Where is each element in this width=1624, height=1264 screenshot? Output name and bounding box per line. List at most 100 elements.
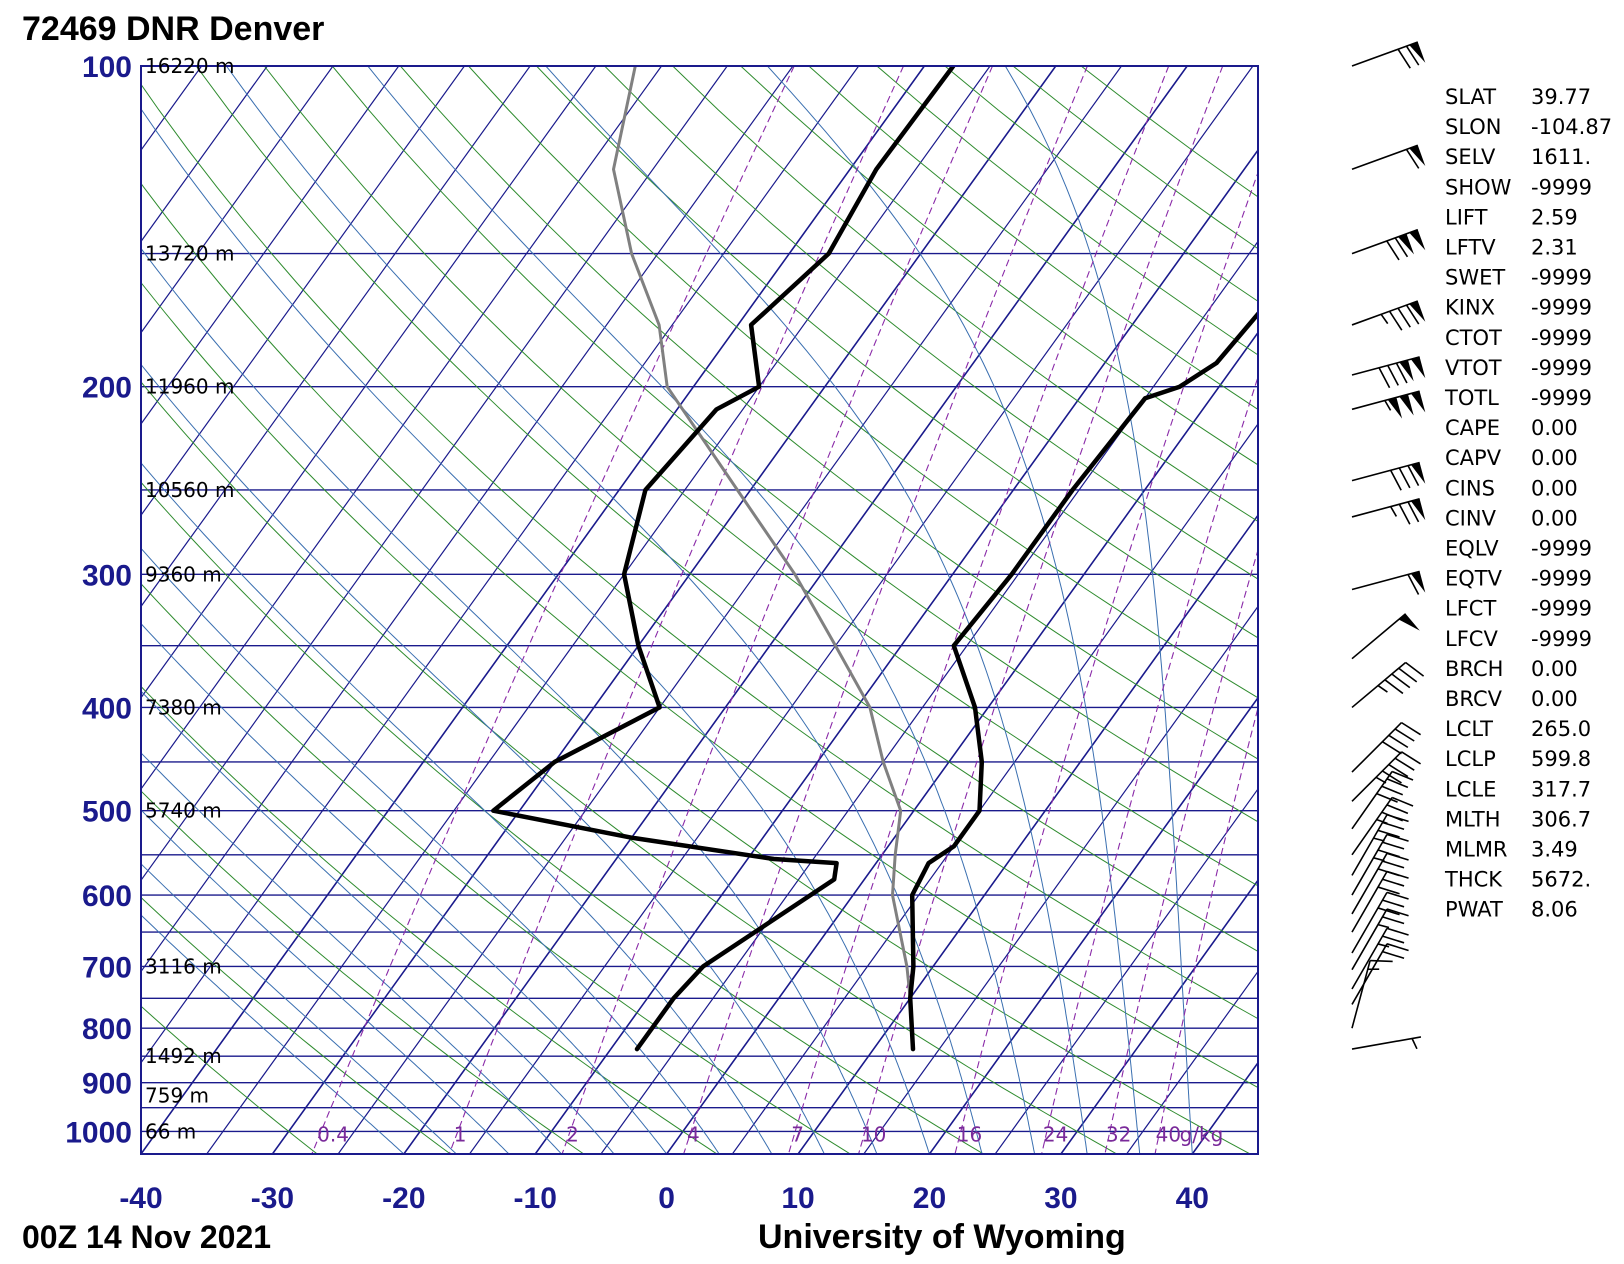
pressure-tick-label: 1000 bbox=[65, 1116, 132, 1149]
isotherm-line bbox=[141, 66, 465, 517]
wind-barb bbox=[1351, 927, 1409, 990]
wind-barb bbox=[1351, 908, 1409, 971]
wind-barb-staff bbox=[1351, 891, 1388, 954]
temperature-tick-label: -40 bbox=[119, 1182, 162, 1215]
wind-barb-flag bbox=[1388, 734, 1409, 749]
wind-barb-flag bbox=[1382, 899, 1405, 908]
wind-barb bbox=[1351, 770, 1414, 830]
index-value: 39.77 bbox=[1531, 85, 1591, 109]
wind-barb-flag bbox=[1386, 833, 1409, 842]
wind-barb bbox=[1351, 461, 1426, 491]
height-label: 10560 m bbox=[145, 478, 234, 502]
wind-barb-staff bbox=[1351, 908, 1388, 971]
isotherm-line bbox=[731, 422, 1258, 1154]
index-value: 2.59 bbox=[1531, 205, 1578, 229]
mixing-ratio-label: 32 bbox=[1106, 1122, 1131, 1146]
index-key: LFCV bbox=[1445, 627, 1498, 651]
wind-barb-pennant bbox=[1387, 397, 1403, 419]
index-key: LIFT bbox=[1445, 205, 1488, 229]
mixing-ratio-line bbox=[448, 66, 905, 1154]
wind-barb-flag bbox=[1391, 796, 1414, 807]
moist-adiabat bbox=[141, 108, 930, 1154]
moist-adiabat bbox=[141, 547, 720, 1154]
dry-adiabat bbox=[400, 66, 1258, 760]
mixing-ratio-label: g/kg bbox=[1180, 1122, 1224, 1146]
index-value: 0.00 bbox=[1531, 416, 1578, 440]
wind-barb-staff bbox=[1351, 356, 1420, 376]
mixing-ratio-line bbox=[858, 66, 1224, 1154]
isotherm-line bbox=[141, 66, 400, 425]
moist-adiabat bbox=[141, 809, 510, 1154]
wind-barb-pennant bbox=[1410, 391, 1426, 413]
moist-adiabat bbox=[141, 690, 615, 1154]
wind-barb-staff bbox=[1351, 771, 1393, 830]
index-value: -104.87 bbox=[1531, 115, 1612, 139]
mixing-ratio-label: 1 bbox=[454, 1122, 467, 1146]
wind-barb-flag bbox=[1382, 950, 1405, 960]
dry-adiabat bbox=[141, 896, 451, 1154]
isotherm-line bbox=[928, 696, 1258, 1154]
pressure-tick-label: 300 bbox=[82, 559, 132, 592]
wind-barb-flag bbox=[1407, 501, 1420, 523]
wind-barb-flag bbox=[1386, 852, 1409, 861]
index-key: VTOT bbox=[1445, 356, 1502, 380]
wind-barb-flag bbox=[1378, 367, 1391, 389]
wind-barb-half-flag bbox=[1411, 1038, 1418, 1050]
wind-barb-flag bbox=[1381, 770, 1402, 784]
isotherm-line bbox=[141, 66, 728, 882]
index-key: CAPE bbox=[1445, 416, 1500, 440]
wind-barb-flag bbox=[1370, 959, 1393, 963]
index-key: BRCV bbox=[1445, 687, 1503, 711]
index-key: CINV bbox=[1445, 506, 1497, 530]
dry-adiabat bbox=[141, 281, 1251, 1154]
index-key: SELV bbox=[1445, 145, 1496, 169]
index-value: -9999 bbox=[1531, 537, 1592, 561]
wind-barb-flag bbox=[1397, 307, 1411, 328]
temperature-tick-label: -30 bbox=[251, 1182, 294, 1215]
wind-barb-pennant bbox=[1410, 498, 1426, 521]
height-label: 9360 m bbox=[145, 562, 222, 586]
wind-barb bbox=[1351, 721, 1422, 773]
credit-label: University of Wyoming bbox=[758, 1218, 1126, 1256]
wind-barb-staff bbox=[1351, 814, 1388, 876]
index-key: MLTH bbox=[1445, 807, 1501, 831]
index-value: -9999 bbox=[1531, 326, 1592, 350]
wind-barb-flag bbox=[1382, 860, 1405, 869]
dry-adiabat bbox=[331, 66, 1258, 823]
wind-barb bbox=[1351, 1036, 1422, 1050]
wind-barb-pennant bbox=[1409, 42, 1426, 63]
pressure-tick-label: 500 bbox=[82, 796, 132, 829]
height-label: 11960 m bbox=[145, 375, 234, 399]
wind-barb-flag bbox=[1377, 907, 1400, 916]
isotherm-line bbox=[271, 66, 1057, 1154]
height-label: 66 m bbox=[145, 1119, 196, 1143]
index-value: 0.00 bbox=[1531, 506, 1578, 530]
wind-barb-half-flag bbox=[1377, 923, 1390, 929]
wind-barb-flag bbox=[1381, 785, 1404, 796]
dry-adiabat bbox=[141, 83, 1258, 1020]
isotherm-line bbox=[141, 66, 794, 973]
wind-barb-staff bbox=[1351, 751, 1403, 802]
index-key: SWET bbox=[1445, 266, 1505, 290]
moist-adiabat bbox=[767, 66, 1141, 1154]
wind-barb-half-flag bbox=[1377, 943, 1390, 948]
temperature-tick-label: -10 bbox=[514, 1182, 557, 1215]
temperature-tick-label: 0 bbox=[658, 1182, 675, 1215]
wind-barb-flag bbox=[1401, 721, 1422, 736]
wind-barb-pennant bbox=[1410, 571, 1426, 593]
wind-barb-half-flag bbox=[1384, 400, 1392, 411]
index-key: LCLP bbox=[1445, 747, 1496, 771]
mixing-ratio-label: 16 bbox=[957, 1122, 982, 1146]
isotherm-line bbox=[141, 66, 663, 790]
isotherm-line bbox=[665, 331, 1258, 1154]
temperature-tick-label: 30 bbox=[1044, 1182, 1077, 1215]
moist-adiabat bbox=[141, 462, 773, 1154]
temperature-line bbox=[907, 310, 1258, 1052]
wind-barb bbox=[1351, 959, 1393, 1029]
isotherm-line bbox=[469, 66, 1254, 1154]
isotherm-line bbox=[797, 513, 1258, 1154]
moist-adiabat bbox=[1004, 66, 1193, 1154]
isotherm-line bbox=[994, 787, 1258, 1154]
dry-adiabat bbox=[195, 66, 1258, 952]
dry-adiabat bbox=[672, 66, 1258, 523]
